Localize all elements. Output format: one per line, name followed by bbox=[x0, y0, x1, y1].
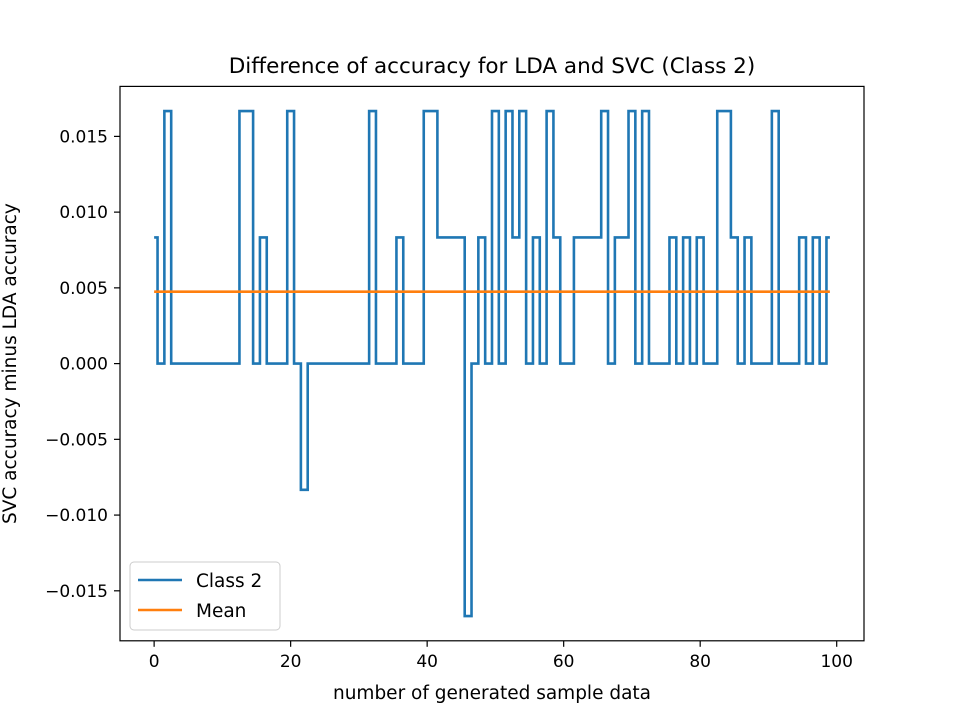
y-axis-label: SVC accuracy minus LDA accuracy bbox=[0, 203, 21, 524]
y-tick-label: 0.005 bbox=[59, 279, 108, 299]
y-tick-label: 0.015 bbox=[59, 127, 108, 147]
legend-label-mean: Mean bbox=[196, 601, 246, 622]
plot-area bbox=[154, 109, 830, 618]
x-tick-label: 20 bbox=[280, 652, 302, 672]
x-tick-label: 100 bbox=[820, 652, 852, 672]
y-tick-label: −0.010 bbox=[45, 506, 108, 526]
y-tick-label: −0.005 bbox=[45, 430, 108, 450]
y-axis-ticks: −0.015 −0.010 −0.005 0.000 0.005 0.010 0.015 bbox=[45, 127, 120, 602]
x-axis-label: number of generated sample data bbox=[333, 683, 651, 704]
x-tick-label: 0 bbox=[149, 652, 160, 672]
y-tick-label: 0.010 bbox=[59, 203, 108, 223]
y-tick-label: 0.000 bbox=[59, 355, 108, 375]
legend-label-class-2: Class 2 bbox=[196, 571, 262, 592]
chart-title: Difference of accuracy for LDA and SVC (… bbox=[229, 54, 756, 79]
x-tick-label: 40 bbox=[416, 652, 438, 672]
x-axis-ticks: 0 20 40 60 80 100 bbox=[149, 640, 853, 672]
legend: Class 2 Mean bbox=[129, 561, 281, 631]
x-tick-label: 80 bbox=[689, 652, 711, 672]
x-tick-label: 60 bbox=[553, 652, 575, 672]
series-line-class-2 bbox=[154, 109, 830, 618]
y-tick-label: −0.015 bbox=[45, 582, 108, 602]
